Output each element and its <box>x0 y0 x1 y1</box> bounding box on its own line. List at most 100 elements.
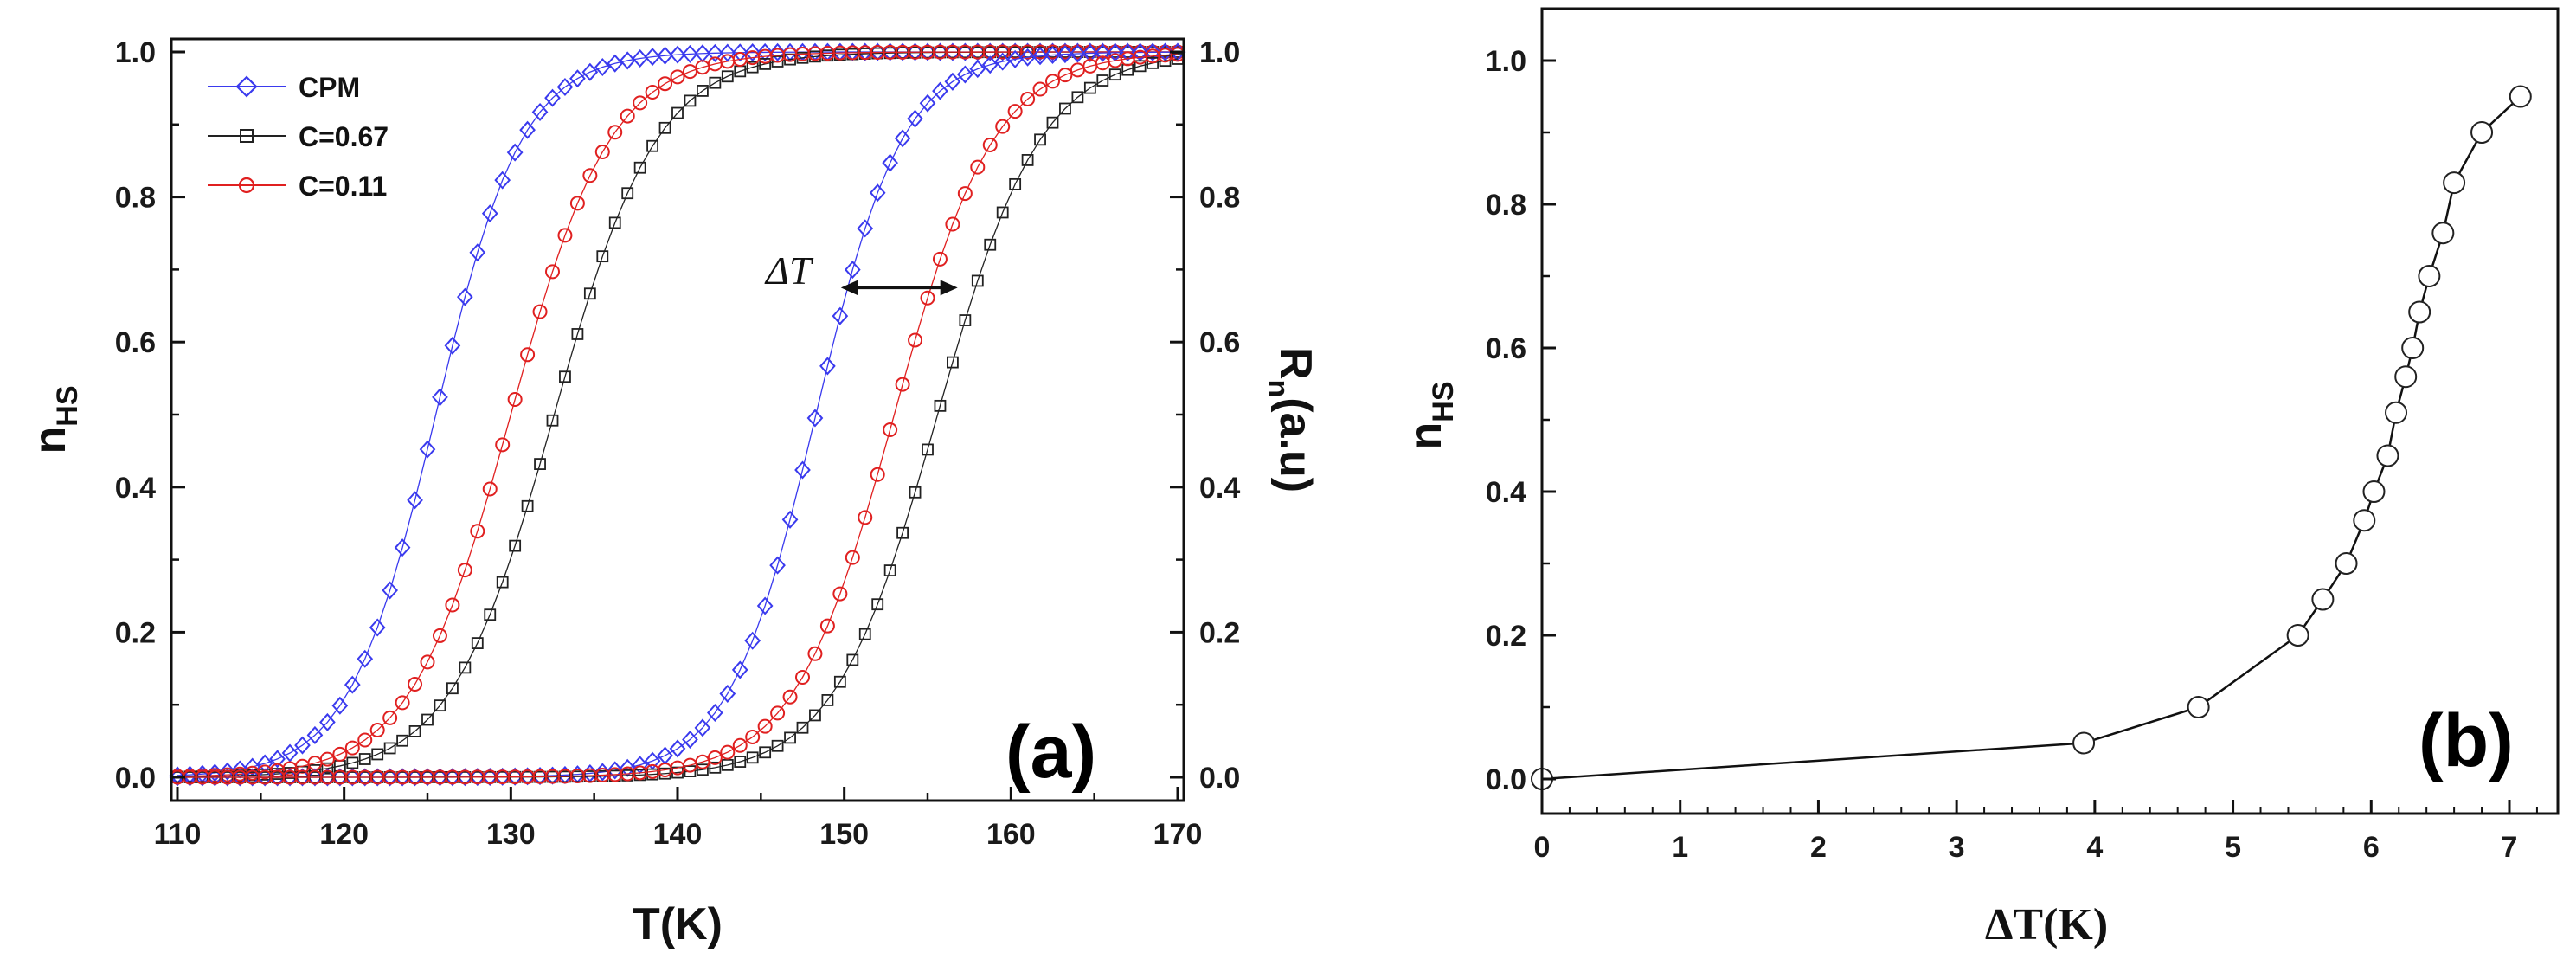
data-point <box>581 62 599 81</box>
panel-b-axes-frame <box>1540 7 2560 815</box>
data-point <box>694 718 711 737</box>
y2-tick-label: 0.6 <box>1199 326 1240 359</box>
data-point <box>1034 133 1046 146</box>
data-point <box>896 526 909 539</box>
data-point <box>819 618 835 634</box>
data-point <box>571 328 584 340</box>
panel-a-y2-ticks: 0.0 0.2 0.4 0.6 0.8 1.0 <box>1170 36 1240 795</box>
panel-a-y-axis-title: nHS <box>25 386 84 454</box>
data-point <box>434 699 446 712</box>
data-point <box>806 409 824 428</box>
data-point <box>1020 91 1036 106</box>
data-point <box>408 677 423 692</box>
data-point <box>669 45 686 64</box>
data-point <box>396 734 409 747</box>
svg-text:Rn(a.u): Rn(a.u) <box>1262 347 1320 492</box>
data-point <box>759 746 772 759</box>
series-line <box>177 51 1179 777</box>
series-nhs-vs-delta-t <box>1531 85 2532 790</box>
data-point <box>2408 300 2431 324</box>
data-point <box>970 159 986 175</box>
data-point <box>394 538 411 557</box>
data-point <box>331 696 349 715</box>
panel-a-x-ticks: 110 120 130 140 150 160 170 <box>154 787 1202 851</box>
data-point <box>1070 44 1086 63</box>
data-point <box>369 723 385 738</box>
panel-a-y-ticks: 0.0 0.2 0.4 0.6 0.8 1.0 <box>115 36 185 795</box>
data-point <box>684 765 697 777</box>
data-point <box>281 743 299 763</box>
data-point <box>357 732 373 748</box>
data-point <box>895 377 910 392</box>
data-point <box>2394 365 2418 389</box>
data-point <box>795 669 810 685</box>
data-point <box>420 654 435 670</box>
data-point <box>520 347 536 363</box>
data-point <box>2443 171 2466 195</box>
data-point <box>607 125 623 140</box>
data-point <box>658 121 671 134</box>
data-point <box>559 370 571 383</box>
data-point <box>757 718 773 734</box>
data-point <box>620 108 635 124</box>
x-tick-label: 0 <box>1534 831 1551 864</box>
data-point <box>407 491 423 510</box>
data-point <box>807 646 823 661</box>
data-point <box>2509 85 2532 108</box>
data-point <box>934 399 947 412</box>
data-point <box>932 251 948 267</box>
data-point <box>319 751 335 767</box>
data-point <box>1094 43 1111 62</box>
data-point <box>2418 265 2441 287</box>
y-tick-label: 0.8 <box>115 182 156 215</box>
data-point <box>796 721 809 734</box>
data-point <box>731 660 748 679</box>
data-point <box>695 754 710 769</box>
data-point <box>947 356 959 369</box>
x-tick-label: 110 <box>154 818 202 851</box>
data-point <box>1119 43 1136 62</box>
data-point <box>2335 552 2358 575</box>
data-point <box>444 336 461 355</box>
arrow-head-right-icon <box>940 280 958 296</box>
data-point <box>731 43 748 62</box>
data-point <box>471 637 484 650</box>
data-point <box>932 81 948 100</box>
panel-b-label: (b) <box>2419 699 2514 782</box>
data-point <box>882 153 898 172</box>
data-point <box>845 550 860 565</box>
data-point <box>682 64 697 80</box>
data-point <box>1083 81 1096 94</box>
y-axis-title-sub: HS <box>51 386 84 427</box>
y2-axis-title-main: R <box>1270 347 1320 380</box>
data-point <box>709 761 722 774</box>
x-tick-label: 2 <box>1810 831 1827 864</box>
x-tick-label: 140 <box>653 818 703 851</box>
panel-b-y-axis-title: nHS <box>1401 382 1460 450</box>
data-point <box>670 69 685 85</box>
series-c-0-67-right <box>171 53 1184 783</box>
b-y-axis-title-sub: HS <box>1427 382 1460 422</box>
svg-text:nHS: nHS <box>1401 382 1460 450</box>
data-point <box>2431 222 2455 245</box>
data-point <box>922 443 934 456</box>
panel-a-label: (a) <box>1005 711 1096 794</box>
data-point <box>2353 509 2376 532</box>
data-point <box>756 42 774 61</box>
data-point <box>944 72 961 91</box>
data-point <box>481 204 498 223</box>
data-point <box>869 183 886 203</box>
data-point <box>1019 48 1036 67</box>
x-tick-label: 130 <box>486 818 536 851</box>
data-point <box>784 731 796 744</box>
data-point <box>534 458 546 470</box>
data-point <box>920 290 935 306</box>
data-point <box>1046 116 1059 129</box>
data-point <box>919 93 936 113</box>
data-point <box>809 709 821 722</box>
data-point <box>1071 91 1084 104</box>
legend-entry-c067: C=0.67 <box>208 121 389 152</box>
legend-entry-c011: C=0.11 <box>208 171 387 202</box>
data-point <box>883 564 896 576</box>
y-tick-label: 0.2 <box>1486 620 1526 653</box>
